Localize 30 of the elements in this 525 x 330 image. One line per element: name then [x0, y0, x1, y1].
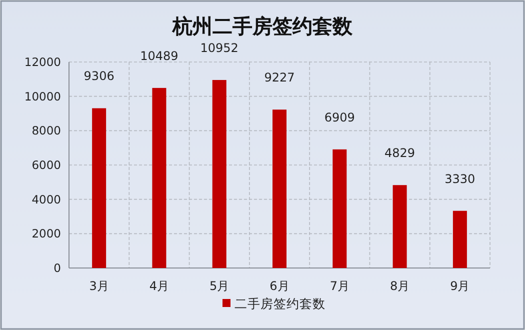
legend-label: 二手房签约套数 — [234, 296, 326, 311]
data-label: 9227 — [264, 70, 295, 85]
x-tick-label: 3月 — [89, 279, 109, 293]
x-tick-label: 6月 — [270, 279, 290, 293]
y-tick-label: 0 — [54, 261, 61, 275]
data-label: 10489 — [140, 48, 178, 63]
bar — [332, 149, 347, 268]
y-tick-label: 6000 — [32, 158, 61, 172]
bar — [152, 88, 166, 268]
x-tick-label: 8月 — [390, 279, 410, 293]
chart-title: 杭州二手房签约套数 — [172, 14, 354, 38]
data-label: 6909 — [324, 110, 355, 124]
data-label: 10952 — [200, 40, 238, 55]
y-tick-label: 2000 — [32, 226, 61, 241]
bar — [212, 80, 226, 268]
bar — [92, 108, 106, 268]
y-tick-label: 12000 — [24, 55, 61, 69]
bar — [272, 110, 286, 268]
x-tick-label: 4月 — [149, 279, 170, 293]
y-tick-label: 4000 — [32, 192, 61, 206]
x-tick-label: 9月 — [450, 279, 470, 293]
y-tick-label: 8000 — [32, 124, 61, 138]
x-tick-label: 5月 — [210, 279, 230, 293]
data-label: 3330 — [444, 172, 476, 186]
bar — [392, 185, 407, 268]
data-label: 4829 — [384, 146, 416, 160]
bar — [452, 210, 467, 268]
data-label: 9306 — [84, 69, 114, 84]
y-tick-label: 10000 — [24, 89, 61, 104]
x-tick-label: 7月 — [330, 279, 350, 293]
